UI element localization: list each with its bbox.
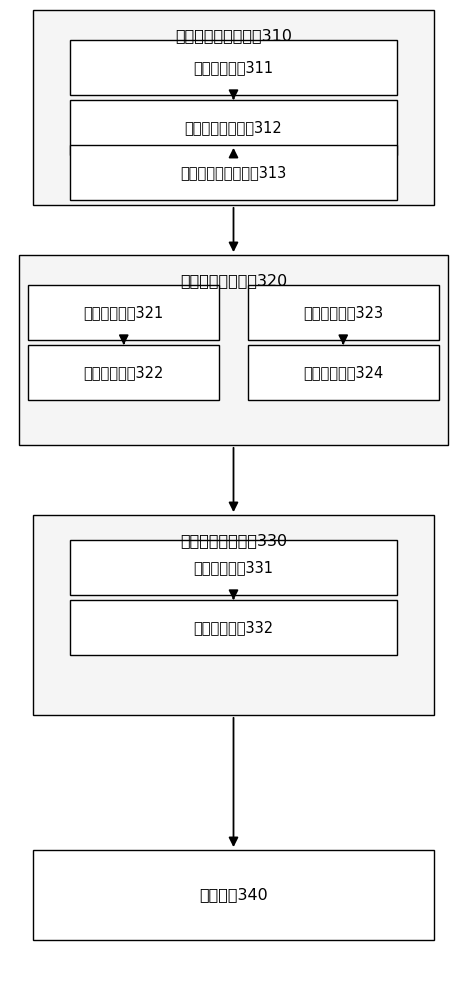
Text: 尺寸获取单元311: 尺寸获取单元311 <box>193 60 274 75</box>
Bar <box>33 515 434 715</box>
Bar <box>33 850 434 940</box>
Bar <box>70 145 397 200</box>
Bar <box>248 285 439 340</box>
Text: 输出模块340: 输出模块340 <box>199 888 268 902</box>
Bar <box>70 100 397 155</box>
Text: 第二比较单元323: 第二比较单元323 <box>303 305 383 320</box>
Text: 第二删除单元324: 第二删除单元324 <box>303 365 383 380</box>
Bar <box>28 345 219 400</box>
Bar <box>70 40 397 95</box>
Text: 行列数量计算单元312: 行列数量计算单元312 <box>184 120 283 135</box>
Text: 数据整合单元332: 数据整合单元332 <box>193 620 274 635</box>
Text: 子像素数量获取模块310: 子像素数量获取模块310 <box>175 28 292 43</box>
Bar <box>70 600 397 655</box>
Bar <box>248 345 439 400</box>
Text: 第一删除单元322: 第一删除单元322 <box>84 365 164 380</box>
Text: 数据整合处理模块330: 数据整合处理模块330 <box>180 533 287 548</box>
Bar <box>28 285 219 340</box>
Bar <box>19 255 448 445</box>
Text: 像素数据删除模块320: 像素数据删除模块320 <box>180 273 287 288</box>
Text: 数据插入单元331: 数据插入单元331 <box>193 560 274 575</box>
Bar <box>70 540 397 595</box>
Text: 子像素数量计算单元313: 子像素数量计算单元313 <box>180 165 287 180</box>
Text: 第一比较单元321: 第一比较单元321 <box>84 305 164 320</box>
Bar <box>33 10 434 205</box>
